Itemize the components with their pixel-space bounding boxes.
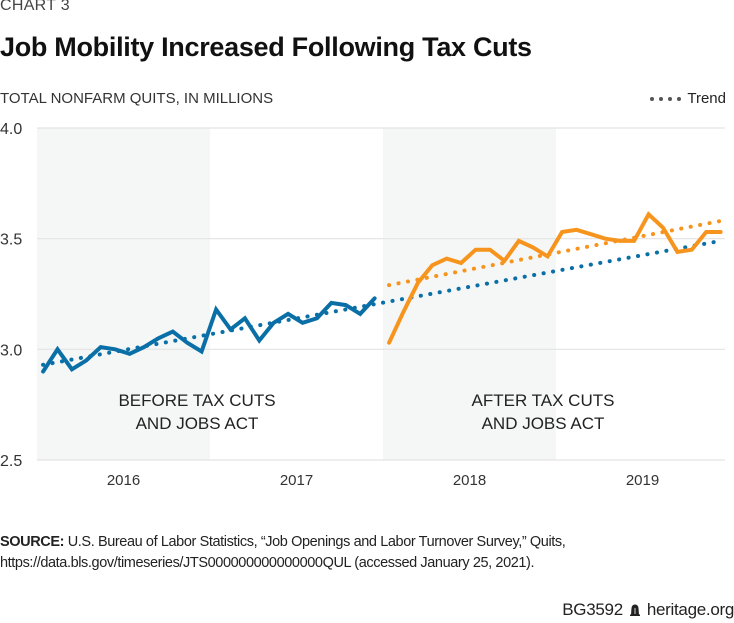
source-text: U.S. Bureau of Labor Statistics, “Job Op… [0,534,566,571]
annotations: BEFORE TAX CUTS AND JOBS ACT AFTER TAX CUT… [118,391,614,433]
source-note: SOURCE: U.S. Bureau of Labor Statistics,… [0,532,734,574]
liberty-bell-icon [629,604,640,616]
legend-label-trend: Trend [687,90,726,107]
footer: BG3592 heritage.org [562,600,734,620]
series-line-before [41,296,377,374]
x-tick-label: 2019 [626,472,659,489]
report-code: BG3592 [562,600,623,619]
site-link[interactable]: heritage.org [646,600,734,619]
x-tick-label: 2017 [280,472,313,489]
chart-title: Job Mobility Increased Following Tax Cut… [0,32,532,62]
chart-kicker: CHART 3 [0,0,70,14]
y-tick-label: 4.0 [0,121,22,138]
annotation-label: AFTER TAX CUTS [472,391,615,410]
series-line-after [387,211,723,345]
year-shading [37,128,556,460]
y-tick-labels: 2.5 3.0 3.5 4.0 [0,121,22,470]
x-tick-labels: 2016 2017 2018 2019 [107,472,659,489]
y-axis-label: TOTAL NONFARM QUITS, IN MILLIONS [0,90,274,107]
trend-dots-icon [650,96,682,101]
shade-2016 [37,128,210,460]
y-tick-label: 3.5 [0,232,22,249]
shade-2018 [383,128,556,460]
gridlines [37,127,725,461]
trend-line-before [41,238,723,367]
annotation-label: AND JOBS ACT [482,414,605,433]
annotation-label: AND JOBS ACT [136,414,259,433]
legend: Trend [650,90,726,107]
annotation-label: BEFORE TAX CUTS [118,391,275,410]
y-tick-label: 3.0 [0,342,22,359]
x-tick-label: 2016 [107,472,140,489]
y-tick-label: 2.5 [0,453,22,470]
trend-line-after [387,218,723,288]
source-label: SOURCE: [0,534,65,550]
x-tick-label: 2018 [453,472,486,489]
trend-lines [41,218,723,367]
series-lines [41,211,723,374]
chart-plot: 2.5 3.0 3.5 4.0 2016 2017 2018 2019 BEFORE TAX… [0,121,725,489]
